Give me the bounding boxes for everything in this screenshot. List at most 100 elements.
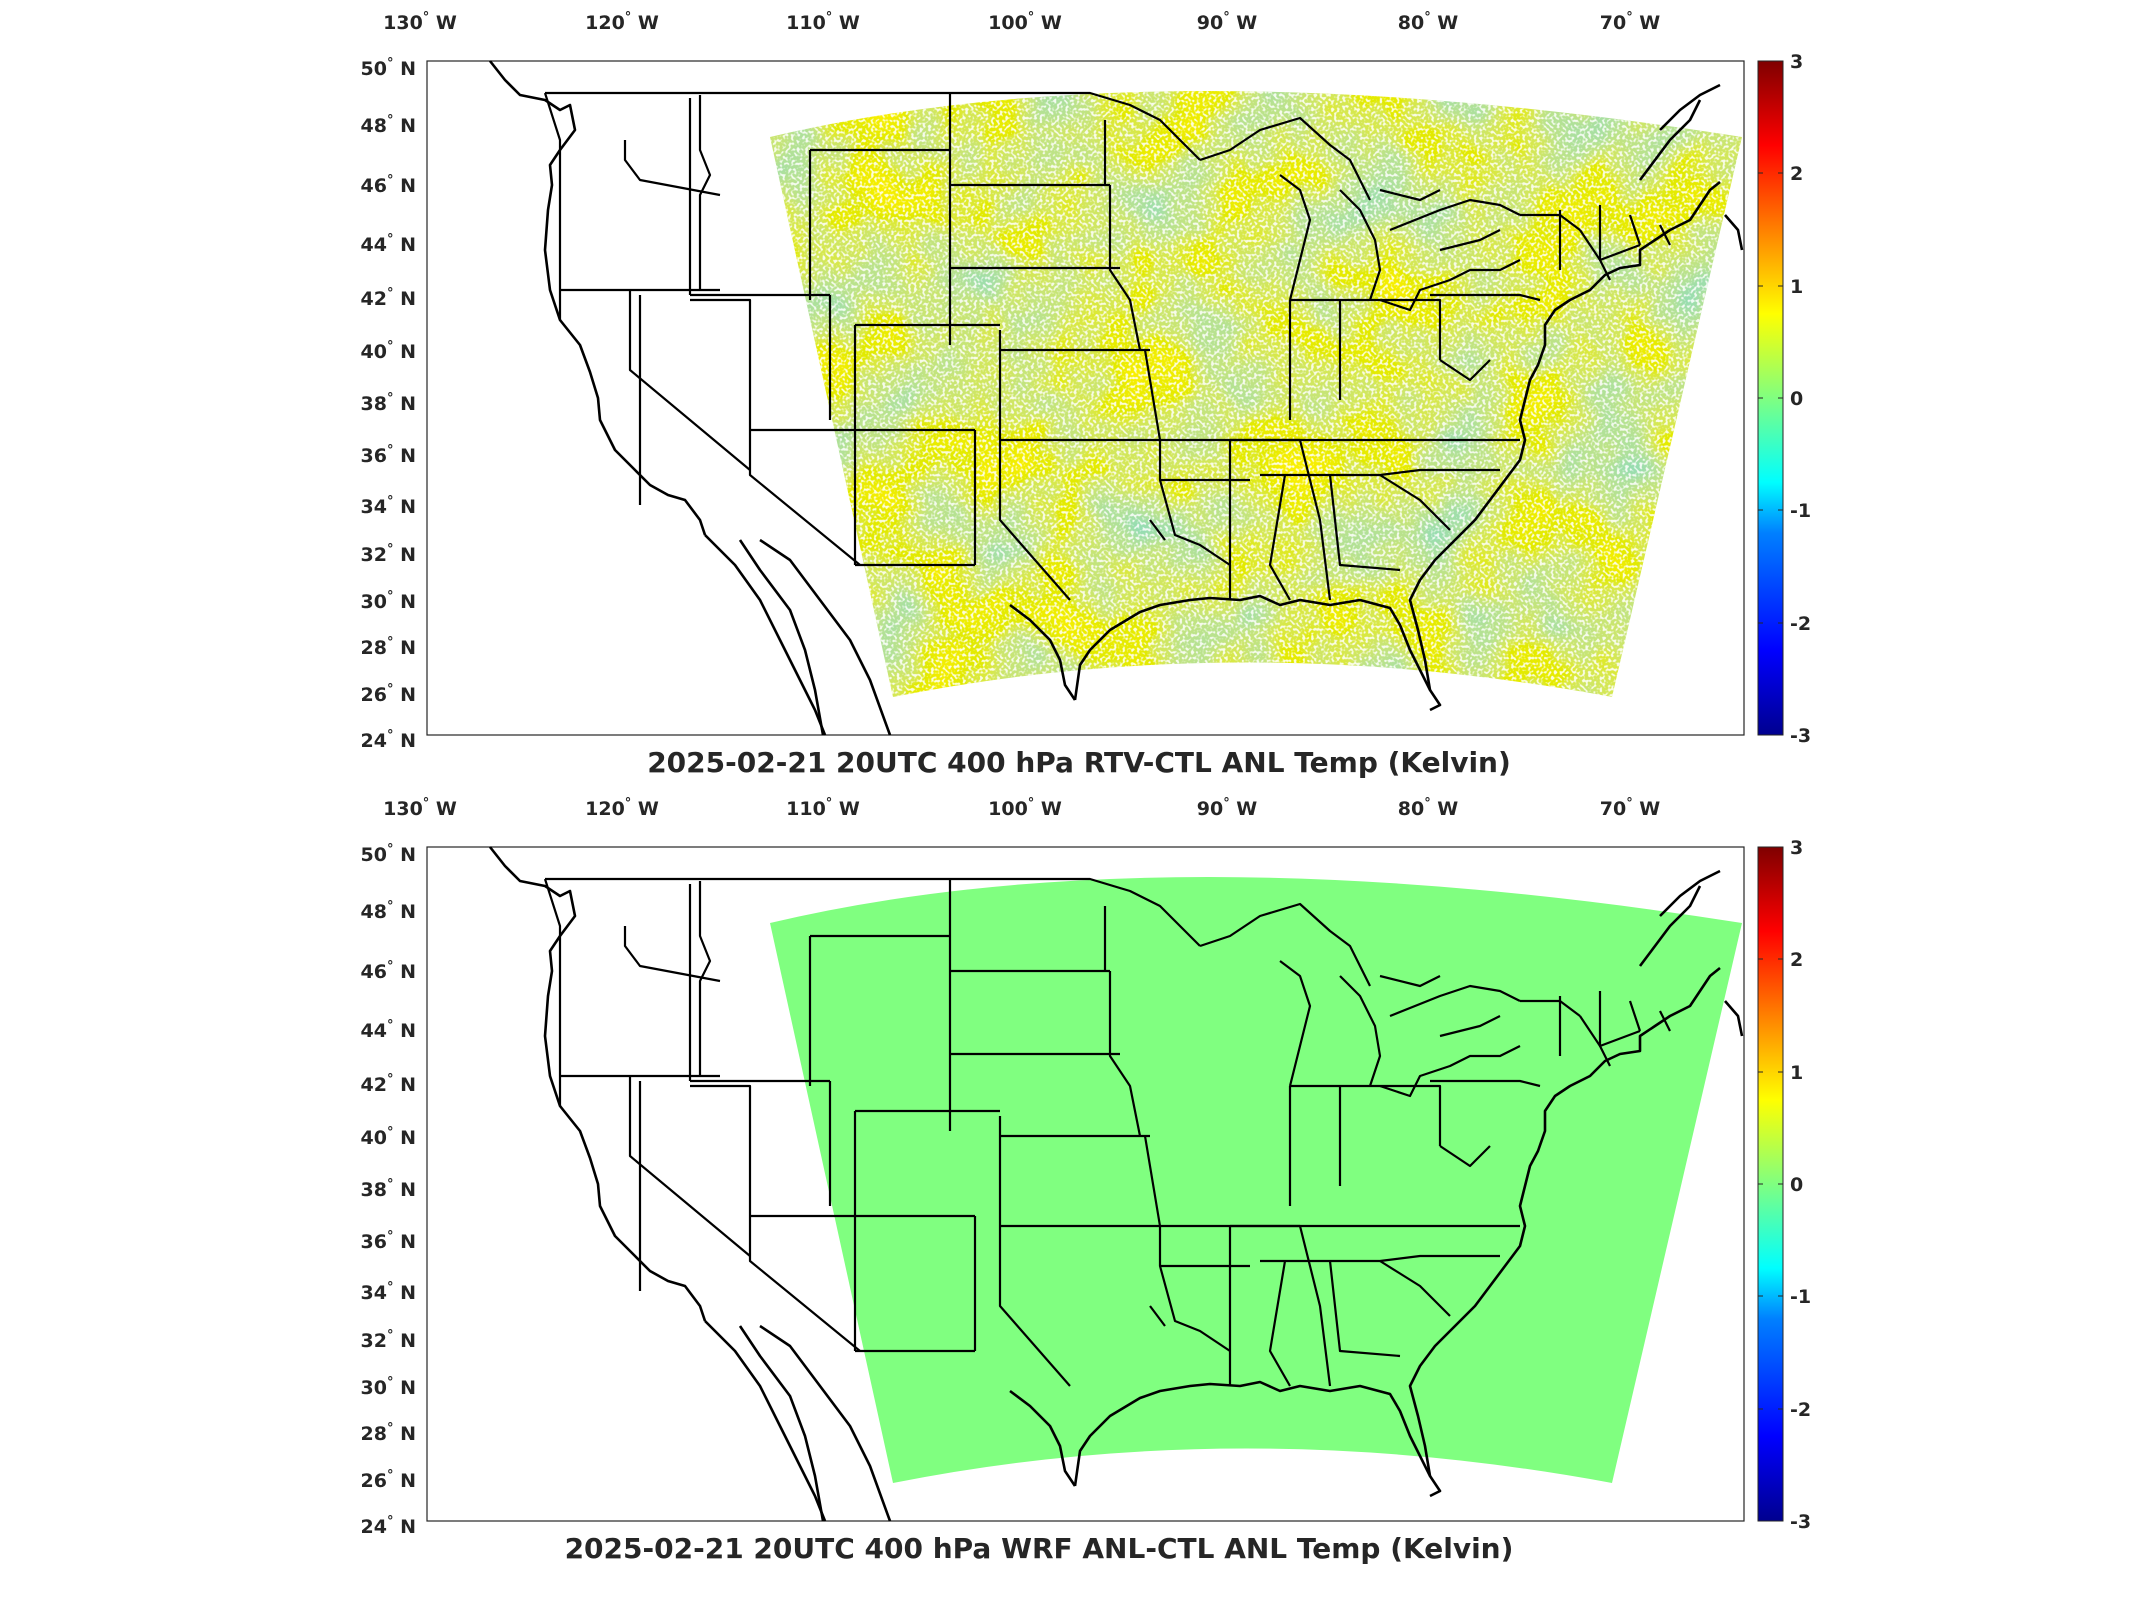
- colorbar-tick-label: -1: [1790, 500, 1811, 522]
- coastline-segment: [759, 538, 892, 736]
- longitude-label: 100° W: [988, 796, 1062, 820]
- state-boundary: [1430, 293, 1541, 302]
- latitude-label: 50° N: [361, 842, 416, 866]
- coastline-segment: [704, 1320, 827, 1522]
- coastline-segment: [488, 846, 707, 1322]
- latitude-label: 50° N: [361, 56, 416, 80]
- coastline-segment: [1009, 603, 1077, 701]
- state-boundary: [1379, 974, 1441, 988]
- domain-field: [770, 877, 1742, 1483]
- latitude-label: 38° N: [361, 391, 416, 415]
- state-boundary: [1598, 205, 1641, 262]
- state-boundary: [1389, 984, 1521, 1018]
- state-boundary: [1379, 1045, 1521, 1098]
- state-boundary: [698, 881, 712, 1076]
- state-boundary: [628, 290, 751, 471]
- state-boundary: [1143, 349, 1231, 566]
- colorbar-tick-label: -1: [1790, 1286, 1811, 1308]
- panel-title: 2025-02-21 20UTC 400 hPa WRF ANL-CTL ANL…: [565, 1532, 1514, 1565]
- state-boundary: [1260, 1254, 1500, 1263]
- latitude-label: 34° N: [361, 1280, 416, 1304]
- latitude-label: 36° N: [361, 1229, 416, 1253]
- latitude-label: 28° N: [361, 635, 416, 659]
- latitude-labels: 50° N 48° N 46° N 44° N 42° N 40° N 38° N 36° N…: [361, 56, 416, 752]
- latitude-label: 24° N: [361, 1514, 416, 1538]
- state-boundary: [1659, 1010, 1671, 1032]
- state-boundary: [1328, 1260, 1401, 1358]
- colorbar-tick-label: 1: [1790, 276, 1803, 298]
- coastline-segment: [1638, 99, 1702, 181]
- longitude-labels: 130° W 120° W 110° W 100° W 90° W 80° W 70° W: [383, 10, 1660, 34]
- coastline-segment: [1073, 594, 1442, 712]
- colorbar-tick-label: 2: [1790, 163, 1803, 185]
- coastline-segment: [1724, 214, 1744, 251]
- state-boundary: [1268, 1260, 1291, 1387]
- latitude-labels: 50° N 48° N 46° N 44° N 42° N 40° N 38° N 36° N…: [361, 842, 416, 1538]
- state-boundary: [1199, 116, 1371, 201]
- state-boundary: [1328, 474, 1401, 572]
- state-boundary: [1439, 1015, 1501, 1038]
- coastline-segment: [488, 60, 707, 536]
- colorbar: 3 2 1 0 -1 -2 -3: [1757, 51, 1811, 747]
- latitude-label: 36° N: [361, 443, 416, 467]
- latitude-label: 40° N: [361, 1125, 416, 1149]
- longitude-label: 110° W: [786, 796, 860, 820]
- state-boundary: [1439, 359, 1491, 382]
- latitude-label: 42° N: [361, 1072, 416, 1096]
- coastline-segment: [1073, 1380, 1442, 1498]
- state-boundary: [623, 140, 721, 197]
- latitude-label: 46° N: [361, 959, 416, 983]
- latitude-label: 32° N: [361, 542, 416, 566]
- longitude-label: 130° W: [383, 796, 457, 820]
- state-boundary: [543, 92, 562, 290]
- latitude-label: 24° N: [361, 728, 416, 752]
- state-boundary: [1279, 960, 1312, 1087]
- latitude-label: 26° N: [361, 682, 416, 706]
- state-boundary: [1149, 1305, 1166, 1327]
- colorbar-tick-label: 3: [1790, 51, 1803, 73]
- state-boundary: [1108, 185, 1142, 351]
- state-boundary: [623, 926, 721, 983]
- state-boundary: [1628, 214, 1642, 246]
- longitude-labels: 130° W 120° W 110° W 100° W 90° W 80° W 70° W: [383, 796, 1660, 820]
- state-boundary: [1199, 902, 1371, 987]
- map-frame: [426, 60, 1745, 736]
- state-boundary: [1379, 259, 1521, 312]
- state-boundary: [1439, 1145, 1491, 1168]
- state-boundary: [998, 1226, 1071, 1387]
- state-boundary: [1430, 1079, 1541, 1088]
- state-boundary: [1340, 298, 1442, 360]
- coastline-segment: [1659, 83, 1721, 131]
- longitude-label: 130° W: [383, 10, 457, 34]
- state-boundary: [1279, 174, 1312, 301]
- state-boundary: [1149, 519, 1166, 541]
- state-boundary: [543, 878, 562, 1076]
- colorbar-tick-label: 1: [1790, 1062, 1803, 1084]
- state-boundary: [998, 440, 1071, 601]
- coastline-segment: [759, 1324, 892, 1522]
- coastline-segment: [1724, 1000, 1744, 1037]
- latitude-label: 30° N: [361, 589, 416, 613]
- colorbar-tick-label: 0: [1790, 388, 1803, 410]
- state-boundary: [1439, 229, 1501, 252]
- latitude-label: 30° N: [361, 1375, 416, 1399]
- panel-title: 2025-02-21 20UTC 400 hPa RTV-CTL ANL Tem…: [647, 746, 1511, 779]
- colorbar-tick-label: 3: [1790, 837, 1803, 859]
- state-boundary: [1339, 189, 1382, 301]
- longitude-label: 90° W: [1197, 796, 1258, 820]
- state-boundary: [1260, 468, 1500, 477]
- coastline-segment: [1408, 180, 1721, 691]
- latitude-label: 40° N: [361, 339, 416, 363]
- state-boundary: [1389, 198, 1521, 232]
- colorbar-tick-label: 2: [1790, 949, 1803, 971]
- state-boundary: [1598, 991, 1641, 1048]
- state-boundary: [1339, 975, 1382, 1087]
- longitude-label: 80° W: [1398, 10, 1459, 34]
- longitude-label: 80° W: [1398, 796, 1459, 820]
- state-boundary: [1143, 1135, 1231, 1352]
- longitude-label: 70° W: [1600, 796, 1661, 820]
- map-panel-top: 3 2 1 0 -1 -2 -3 130° W 120° W 110° W 100° W 90° W…: [361, 10, 1812, 779]
- colorbar-tick-label: -2: [1790, 1399, 1811, 1421]
- state-boundary: [1659, 224, 1671, 246]
